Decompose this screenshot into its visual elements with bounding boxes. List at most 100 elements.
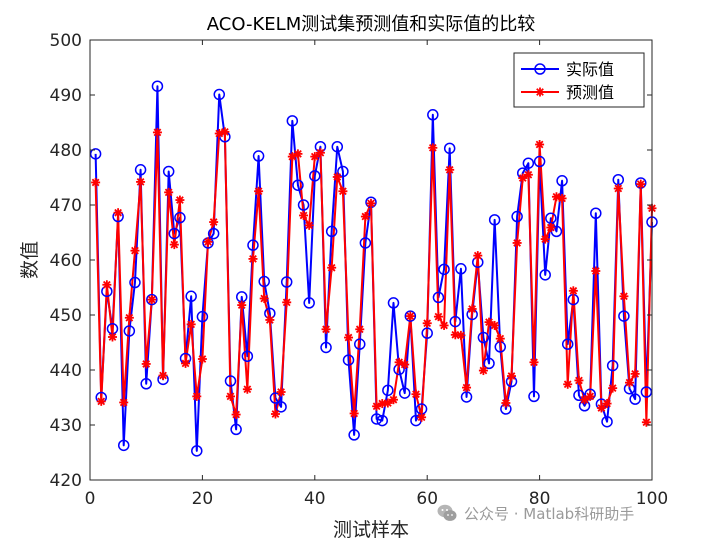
asterisk-stroke xyxy=(535,140,544,149)
asterisk-stroke xyxy=(485,318,493,327)
asterisk-stroke xyxy=(243,385,252,394)
data-point-predicted xyxy=(563,379,573,389)
asterisk-stroke xyxy=(125,313,134,322)
y-tick-label: 490 xyxy=(50,86,82,106)
asterisk-stroke xyxy=(232,410,240,419)
asterisk-stroke xyxy=(620,292,628,301)
legend: 实际值 预测值 xyxy=(513,52,645,108)
data-point-actual xyxy=(168,227,181,240)
data-point-actual xyxy=(151,80,164,92)
data-point-predicted xyxy=(585,391,595,401)
data-point-predicted xyxy=(473,251,483,261)
y-tick-label: 450 xyxy=(50,306,82,326)
data-point-actual xyxy=(427,109,439,121)
asterisk-stroke xyxy=(473,251,482,260)
data-point-predicted xyxy=(422,318,432,328)
data-point-predicted xyxy=(428,143,438,153)
data-point-actual xyxy=(252,150,265,162)
x-tick-label: 80 xyxy=(529,489,551,509)
data-point-predicted xyxy=(242,384,252,394)
data-point-predicted xyxy=(523,170,533,180)
asterisk-stroke xyxy=(97,397,106,406)
asterisk-stroke xyxy=(102,280,111,289)
data-point-predicted xyxy=(113,208,123,218)
asterisk-stroke xyxy=(260,294,269,303)
asterisk-stroke xyxy=(541,235,550,243)
data-point-predicted xyxy=(546,223,556,233)
data-point-predicted xyxy=(299,210,309,220)
data-point-actual xyxy=(387,297,400,309)
asterisk-stroke xyxy=(136,178,145,186)
data-point-actual xyxy=(511,210,523,223)
data-point-actual xyxy=(303,297,315,309)
data-point-predicted xyxy=(192,391,202,401)
data-point-predicted xyxy=(209,217,219,227)
data-point-predicted xyxy=(405,311,415,321)
asterisk-stroke xyxy=(614,184,623,193)
asterisk-stroke xyxy=(108,333,117,341)
data-point-predicted xyxy=(321,324,331,334)
data-point-predicted xyxy=(344,333,354,343)
ticks-layer: 0 20 40 60 80 100 420 430 440 450 460 470 480 490 500 xyxy=(50,31,669,509)
asterisk-stroke xyxy=(502,399,510,407)
asterisk-stroke xyxy=(423,319,432,328)
asterisk-stroke xyxy=(344,333,353,342)
data-point-predicted xyxy=(327,263,337,273)
data-point-actual xyxy=(123,325,136,337)
data-point-predicted xyxy=(445,165,455,175)
asterisk-stroke xyxy=(339,187,347,196)
asterisk-stroke xyxy=(468,305,477,313)
asterisk-stroke xyxy=(305,221,314,230)
y-axis-title: 数值 xyxy=(19,241,41,279)
data-point-actual xyxy=(590,207,602,219)
asterisk-stroke xyxy=(282,298,291,307)
data-point-predicted xyxy=(254,186,264,196)
asterisk-stroke xyxy=(642,418,651,427)
data-point-predicted xyxy=(141,359,151,369)
data-point-predicted xyxy=(540,234,550,244)
data-point-actual xyxy=(606,359,619,372)
asterisk-stroke xyxy=(412,390,420,399)
y-tick-label: 440 xyxy=(50,361,82,381)
asterisk-stroke xyxy=(496,334,505,343)
data-point-predicted xyxy=(535,140,545,149)
data-point-actual xyxy=(376,414,388,427)
data-point-predicted xyxy=(231,410,241,420)
asterisk-stroke xyxy=(524,170,533,179)
data-point-actual xyxy=(618,310,630,322)
data-point-predicted xyxy=(641,417,651,427)
data-point-predicted xyxy=(265,315,275,325)
data-point-predicted xyxy=(557,193,567,203)
data-point-predicted xyxy=(596,403,606,413)
y-tick-label: 470 xyxy=(50,196,82,216)
data-point-actual xyxy=(488,214,501,226)
data-point-predicted xyxy=(136,177,146,187)
data-point-predicted xyxy=(456,330,466,340)
data-point-predicted xyxy=(91,177,101,187)
data-point-predicted xyxy=(169,240,179,250)
data-point-actual xyxy=(443,142,456,155)
legend-label-actual: 实际值 xyxy=(566,60,614,79)
x-axis-title: 测试样本 xyxy=(333,519,409,541)
asterisk-stroke xyxy=(198,355,207,363)
data-point-predicted xyxy=(270,409,280,419)
data-point-predicted xyxy=(400,360,410,369)
data-point-actual xyxy=(258,275,270,288)
asterisk-stroke xyxy=(361,212,370,221)
data-point-predicted xyxy=(349,408,359,418)
data-point-actual xyxy=(601,415,613,428)
asterisk-stroke xyxy=(490,321,499,330)
data-point-actual xyxy=(522,157,535,169)
asterisk-stroke xyxy=(181,359,190,368)
data-point-actual xyxy=(89,148,102,160)
asterisk-stroke xyxy=(603,399,611,408)
data-point-actual xyxy=(331,140,344,153)
data-point-actual xyxy=(309,170,321,182)
data-point-actual xyxy=(359,237,372,249)
data-point-predicted xyxy=(152,127,162,137)
data-point-predicted xyxy=(568,286,578,296)
data-point-predicted xyxy=(613,184,623,193)
asterisk-stroke xyxy=(383,399,392,407)
data-point-actual xyxy=(438,263,450,276)
